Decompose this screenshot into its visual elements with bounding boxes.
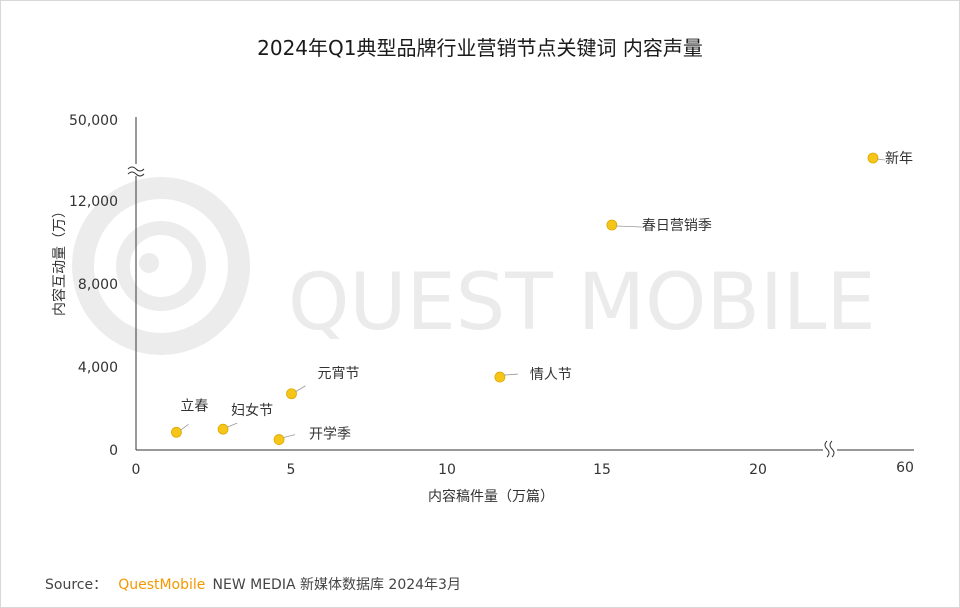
source-rest: NEW MEDIA 新媒体数据库 2024年3月 [213, 577, 461, 593]
data-point: 元宵节 [286, 365, 360, 400]
y-tick-label: 50,000 [69, 113, 118, 129]
x-tick-label: 0 [132, 462, 141, 478]
data-point: 情人节 [494, 367, 572, 383]
scatter-point [217, 423, 229, 435]
leader-line [295, 385, 306, 393]
source-brand: QuestMobile [118, 577, 205, 593]
x-tick-label: 5 [287, 462, 296, 478]
y-axis-break-icon [127, 164, 147, 177]
scatter-point [867, 152, 879, 164]
watermark: QUEST MOBILE [72, 177, 876, 355]
y-tick-label: 4,000 [78, 360, 118, 376]
x-tick-label: 15 [593, 462, 611, 478]
y-tick-label: 8,000 [78, 277, 118, 293]
leader-line [615, 225, 642, 228]
leader-line [226, 422, 238, 428]
data-point: 妇女节 [217, 402, 273, 435]
y-tick-label: 12,000 [69, 194, 118, 210]
watermark-text: QUEST MOBILE [288, 258, 876, 348]
data-point: 立春 [171, 398, 208, 438]
x-tick-label: 60 [896, 460, 914, 476]
scatter-point [606, 219, 618, 231]
point-label: 立春 [180, 398, 208, 414]
chart-title: 2024年Q1典型品牌行业营销节点关键词 内容声量 [257, 36, 703, 60]
point-label: 情人节 [530, 367, 572, 383]
point-label: 春日营销季 [642, 218, 712, 234]
point-label: 元宵节 [318, 365, 360, 382]
scatter-point [286, 388, 297, 400]
data-point: 开学季 [273, 427, 351, 445]
watermark-logo-icon [72, 177, 250, 355]
source-prefix: Source： [45, 577, 107, 593]
point-label: 开学季 [309, 427, 351, 443]
x-tick-label: 10 [438, 462, 456, 478]
y-axis-label: 内容互动量（万） [51, 204, 68, 316]
x-axis-label: 内容稿件量（万篇） [428, 488, 554, 505]
source-line: Source： QuestMobile NEW MEDIA 新媒体数据库 202… [45, 574, 461, 593]
leader-line [503, 373, 518, 376]
data-point: 春日营销季 [606, 218, 712, 234]
y-axis-ticks: 0 4,000 8,000 12,000 50,000 [69, 113, 118, 459]
scatter-point [171, 426, 182, 438]
x-tick-label: 20 [749, 462, 767, 478]
leader-line [180, 423, 189, 431]
scatter-point [273, 434, 285, 445]
leader-line [876, 158, 886, 161]
scatter-point [494, 371, 506, 383]
x-axis-break-icon [823, 440, 837, 461]
point-label: 妇女节 [231, 402, 273, 419]
y-tick-label: 0 [109, 443, 118, 459]
point-label: 新年 [885, 151, 913, 167]
data-point: 新年 [867, 151, 913, 167]
x-axis-ticks: 0 5 10 15 20 60 [132, 460, 914, 478]
leader-line [282, 434, 296, 438]
